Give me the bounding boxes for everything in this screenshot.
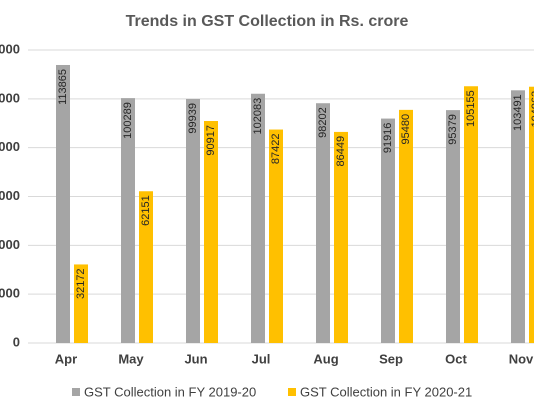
value-label: 103491 bbox=[512, 94, 524, 131]
value-label: 95480 bbox=[400, 114, 412, 145]
bar bbox=[121, 98, 135, 344]
bar bbox=[529, 86, 534, 344]
bar bbox=[74, 264, 88, 343]
value-label: 62151 bbox=[140, 195, 152, 226]
y-tick-label: 60000 bbox=[0, 188, 20, 203]
bar bbox=[446, 110, 460, 343]
bar bbox=[334, 131, 348, 343]
value-label: 86449 bbox=[335, 136, 347, 167]
x-tick-label: Jul bbox=[252, 351, 271, 366]
x-tick-label: Apr bbox=[55, 351, 77, 366]
y-tick-label: 40000 bbox=[0, 237, 20, 252]
x-tick-label: Nov bbox=[509, 351, 534, 366]
value-label: 95379 bbox=[447, 114, 459, 145]
y-tick-label: 100000 bbox=[0, 90, 20, 105]
bar bbox=[464, 86, 478, 343]
bar bbox=[139, 191, 153, 343]
y-tick-label: 120000 bbox=[0, 41, 20, 56]
bar bbox=[511, 90, 525, 343]
x-tick-label: Sep bbox=[379, 351, 403, 366]
legend-swatch bbox=[288, 388, 296, 396]
legend-label: GST Collection in FY 2019-20 bbox=[84, 384, 256, 399]
chart-title: Trends in GST Collection in Rs. crore bbox=[126, 13, 409, 30]
bar bbox=[56, 64, 70, 344]
value-label: 32172 bbox=[75, 268, 87, 299]
value-label: 104963 bbox=[530, 91, 534, 128]
y-tick-label: 20000 bbox=[0, 286, 20, 301]
value-label: 98202 bbox=[317, 107, 329, 138]
bar bbox=[381, 118, 395, 343]
legend-label: GST Collection in FY 2020-21 bbox=[300, 384, 472, 399]
x-tick-label: Jun bbox=[184, 351, 207, 366]
value-label: 113865 bbox=[57, 69, 69, 105]
x-tick-label: Aug bbox=[313, 351, 338, 366]
value-label: 90917 bbox=[205, 125, 217, 156]
value-label: 100289 bbox=[122, 102, 134, 139]
legend-swatch bbox=[72, 388, 80, 396]
value-label: 87422 bbox=[270, 134, 282, 165]
value-label: 91916 bbox=[382, 123, 394, 154]
value-label: 99939 bbox=[187, 103, 199, 134]
bar bbox=[186, 98, 200, 344]
value-label: 102083 bbox=[252, 98, 264, 135]
value-label: 105155 bbox=[465, 90, 477, 127]
bar bbox=[251, 93, 265, 343]
x-tick-label: Oct bbox=[445, 351, 467, 366]
bar bbox=[316, 103, 330, 343]
bar bbox=[399, 109, 413, 344]
bar bbox=[269, 129, 283, 343]
bar bbox=[204, 121, 218, 344]
y-tick-label: 80000 bbox=[0, 139, 20, 154]
x-tick-label: May bbox=[118, 351, 144, 366]
y-tick-label: 0 bbox=[13, 334, 20, 349]
